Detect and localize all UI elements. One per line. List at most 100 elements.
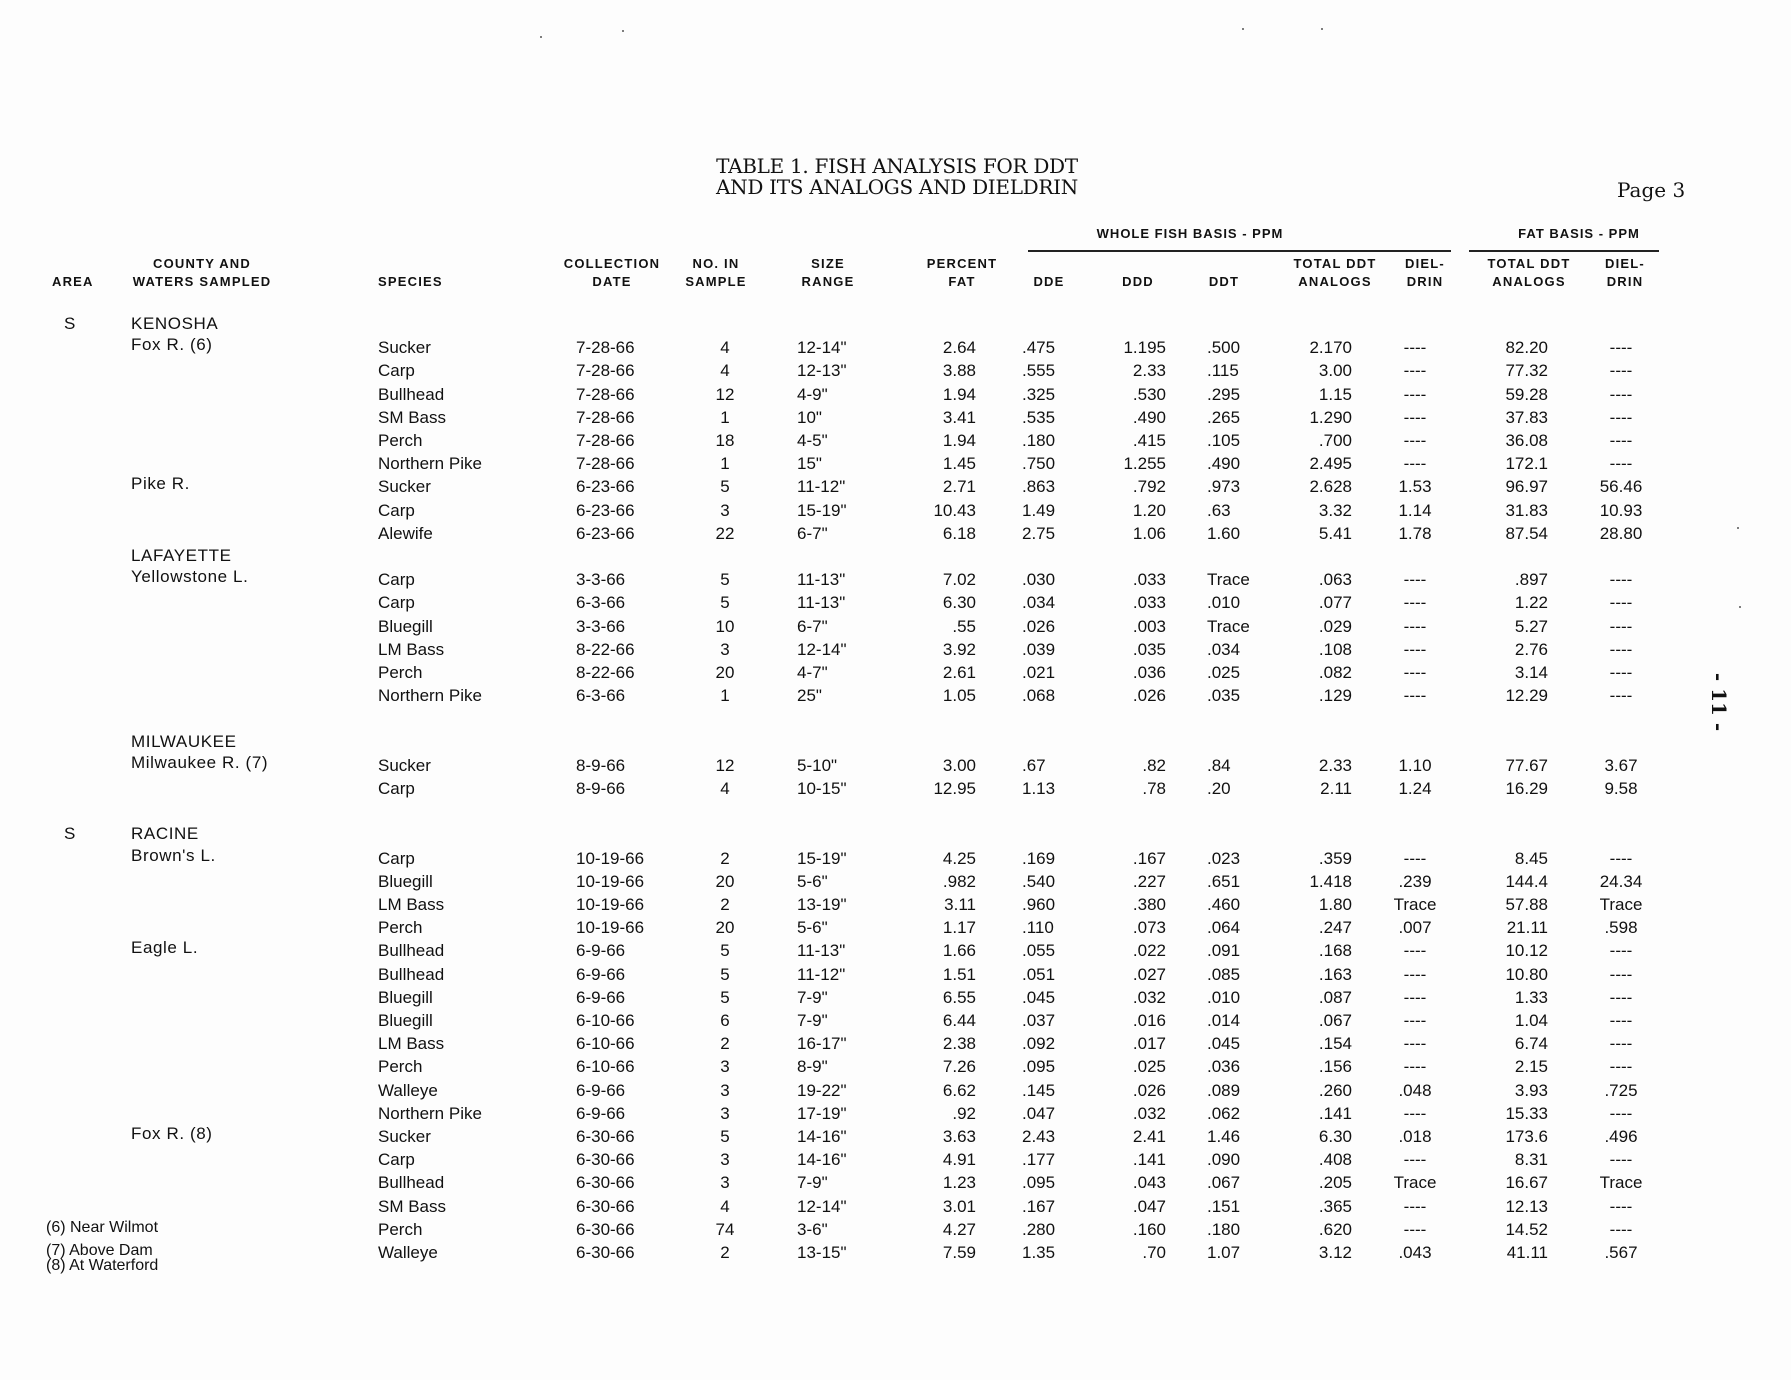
- cell-dde: .177: [1022, 1150, 1056, 1170]
- cell-fat-total: 1.04: [1514, 1011, 1548, 1030]
- cell-total: 3.32: [1318, 500, 1352, 520]
- cell-n: 3: [720, 1057, 730, 1077]
- cell-total: .141: [1318, 1103, 1352, 1123]
- cell-fat-diel: .496: [1604, 1127, 1638, 1146]
- cell-ddd: .035: [1132, 639, 1166, 659]
- cell-fat-total: 3.14: [1514, 663, 1548, 682]
- cell-dde: .475: [1022, 338, 1056, 358]
- cell-fat: 7.26: [942, 1057, 976, 1077]
- cell-fat-total: 41.11: [1506, 1243, 1548, 1262]
- cell-species: Bluegill: [378, 987, 433, 1007]
- cell-fat: .92: [952, 1103, 976, 1123]
- cell-ddd: 1.20: [1132, 500, 1166, 520]
- column-header-county: COUNTY AND: [153, 256, 251, 271]
- cell-fat-diel: ----: [1609, 338, 1633, 358]
- cell-date: 8-22-66: [576, 639, 635, 659]
- cell-fat: 6.18: [942, 523, 976, 543]
- cell-fat-total: 21.11: [1506, 918, 1548, 938]
- cell-ddt: .014: [1207, 1011, 1241, 1030]
- cell-date: 6-30-66: [576, 1219, 635, 1239]
- cell-ddt: .180: [1207, 1219, 1241, 1239]
- cell-dde: .325: [1022, 384, 1056, 404]
- scan-speck: [1242, 28, 1244, 30]
- cell-fat: 3.92: [942, 639, 976, 659]
- cell-n: 18: [715, 431, 735, 450]
- cell-fat: 1.51: [942, 964, 976, 984]
- column-header-ddd: DDD: [1122, 274, 1154, 289]
- cell-size: 25": [797, 686, 822, 706]
- cell-size: 5-6": [797, 918, 828, 938]
- cell-date: 6-9-66: [576, 941, 626, 961]
- cell-date: 10-19-66: [576, 918, 645, 938]
- cell-fat-total: 1.22: [1514, 593, 1548, 613]
- cell-size: 7-9": [797, 987, 828, 1007]
- cell-total: .620: [1318, 1219, 1352, 1239]
- cell-diel: 1.14: [1398, 500, 1432, 520]
- cell-ddd: .032: [1132, 1103, 1166, 1123]
- cell-species: Bluegill: [378, 616, 433, 636]
- cell-dde: .960: [1022, 895, 1056, 914]
- cell-fat-diel: ----: [1609, 848, 1633, 868]
- cell-fat-total: 2.15: [1514, 1057, 1548, 1077]
- cell-fat: 6.30: [942, 593, 976, 613]
- column-header-fat-total: TOTAL DDT: [1487, 256, 1571, 271]
- cell-ddt: .064: [1207, 918, 1241, 938]
- cell-fat: 7.02: [942, 570, 976, 590]
- cell-size: 13-19": [797, 895, 847, 914]
- cell-ddd: .026: [1132, 1080, 1166, 1100]
- cell-fat-total: .897: [1514, 570, 1548, 590]
- cell-size: 12-13": [797, 361, 847, 381]
- cell-species: Bullhead: [378, 1173, 445, 1193]
- cell-fat: 6.62: [942, 1080, 976, 1100]
- cell-size: 5-6": [797, 871, 828, 891]
- cell-ddd: .82: [1142, 755, 1166, 775]
- cell-total: .247: [1318, 918, 1352, 938]
- cell-ddt: .460: [1207, 895, 1241, 914]
- cell-diel: .007: [1398, 918, 1432, 938]
- cell-diel: ----: [1403, 1219, 1427, 1239]
- cell-size: 14-16": [797, 1127, 847, 1146]
- cell-size: 6-7": [797, 616, 828, 636]
- cell-size: 11-12": [797, 964, 846, 984]
- county-name: RACINE: [131, 824, 199, 844]
- cell-size: 11-13": [797, 593, 846, 613]
- cell-ddt: .20: [1207, 779, 1231, 798]
- margin-page-mark: - 11 -: [1707, 672, 1732, 732]
- cell-fat: 6.55: [942, 987, 976, 1007]
- cell-species: Northern Pike: [378, 1103, 482, 1123]
- cell-ddt: Trace: [1207, 616, 1250, 636]
- cell-n: 1: [720, 407, 730, 427]
- cell-total: .700: [1318, 431, 1352, 450]
- cell-fat: 3.00: [942, 755, 976, 775]
- cell-diel: 1.78: [1398, 523, 1432, 543]
- cell-fat-diel: .567: [1604, 1243, 1638, 1262]
- cell-diel: ----: [1403, 616, 1427, 636]
- cell-total: 3.12: [1318, 1243, 1352, 1262]
- cell-total: .029: [1318, 616, 1352, 636]
- cell-fat-total: 3.93: [1514, 1080, 1548, 1100]
- cell-species: Alewife: [378, 523, 433, 543]
- cell-total: 1.80: [1318, 895, 1352, 914]
- cell-fat-diel: ----: [1609, 384, 1633, 404]
- water-body-name: Pike R.: [131, 474, 190, 494]
- cell-diel: .018: [1398, 1127, 1432, 1146]
- cell-ddt: 1.46: [1207, 1127, 1241, 1146]
- cell-size: 14-16": [797, 1150, 847, 1170]
- cell-fat-total: 31.83: [1505, 500, 1548, 520]
- footnote: (6) Near Wilmot: [46, 1219, 159, 1236]
- cell-n: 4: [720, 338, 730, 358]
- cell-dde: .67: [1022, 755, 1046, 775]
- cell-ddt: .062: [1207, 1103, 1241, 1123]
- cell-dde: .555: [1022, 361, 1056, 381]
- cell-diel: 1.24: [1398, 779, 1432, 798]
- column-header-fat: PERCENT: [926, 256, 998, 271]
- scan-speck: [622, 30, 624, 32]
- cell-n: 6: [720, 1011, 730, 1030]
- cell-species: Sucker: [378, 338, 431, 358]
- cell-ddd: .033: [1132, 593, 1166, 613]
- cell-species: Carp: [378, 500, 415, 520]
- cell-dde: .045: [1022, 987, 1056, 1007]
- cell-fat-total: 96.97: [1505, 477, 1548, 497]
- cell-fat-diel: ----: [1609, 663, 1633, 682]
- cell-dde: .030: [1022, 570, 1056, 590]
